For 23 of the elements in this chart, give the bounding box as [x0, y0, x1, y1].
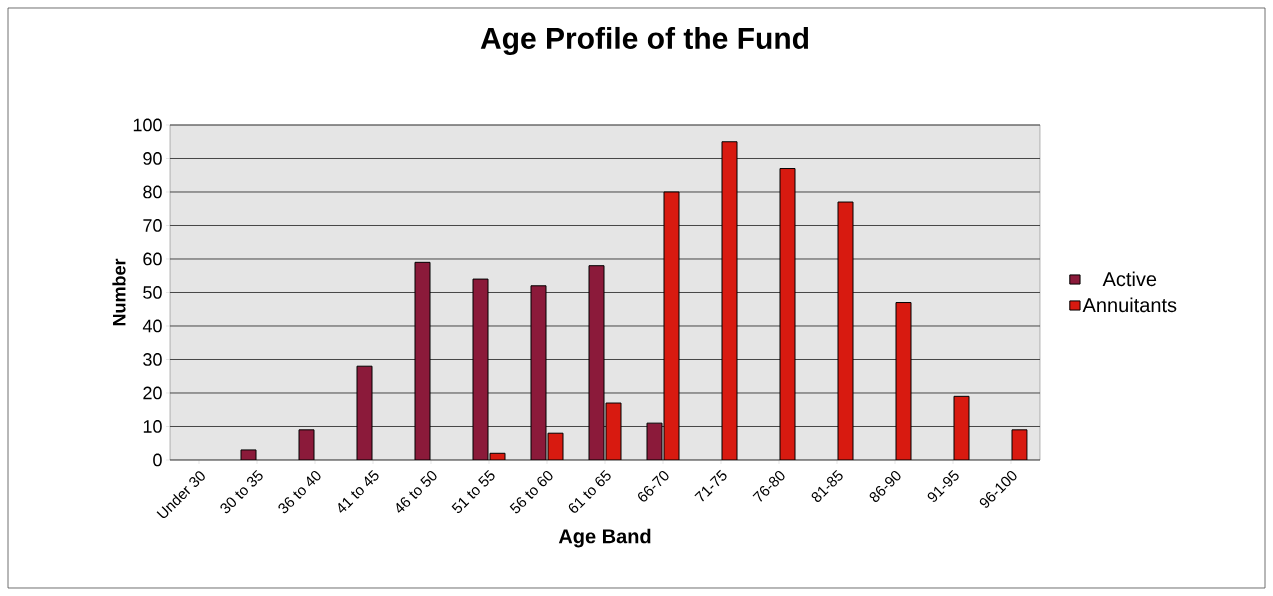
- y-tick-label: 80: [143, 185, 162, 199]
- y-tick-label: 100: [133, 118, 162, 132]
- y-axis-title: Number: [112, 258, 126, 326]
- x-tick-label: 46 to 50: [396, 470, 437, 513]
- legend-label: Annuitants: [1082, 297, 1177, 313]
- y-tick-label: 70: [143, 219, 162, 232]
- y-tick-label: 0: [153, 453, 162, 467]
- y-tick-label: 20: [143, 386, 162, 400]
- x-tick-label: 30 to 35: [220, 469, 263, 514]
- chart-title: Age Profile of the Fund: [480, 26, 809, 56]
- x-tick-label: 41 to 45: [338, 469, 379, 513]
- legend-label: Active: [1102, 271, 1157, 287]
- y-tick-label: 10: [143, 420, 162, 433]
- x-tick-label: 61 to 65: [568, 469, 611, 513]
- y-tick-label: 60: [143, 252, 162, 266]
- y-tick-label: 90: [143, 152, 162, 165]
- x-tick-label: 36 to 40: [278, 470, 321, 514]
- x-axis-title: Age Band: [558, 528, 651, 548]
- x-tick-label: 51 to 55: [451, 469, 495, 514]
- y-tick-label: 30: [143, 353, 162, 366]
- y-tick-label: 50: [143, 286, 162, 299]
- x-tick-label: 56 to 60: [509, 470, 553, 514]
- y-tick-label: 40: [142, 319, 162, 333]
